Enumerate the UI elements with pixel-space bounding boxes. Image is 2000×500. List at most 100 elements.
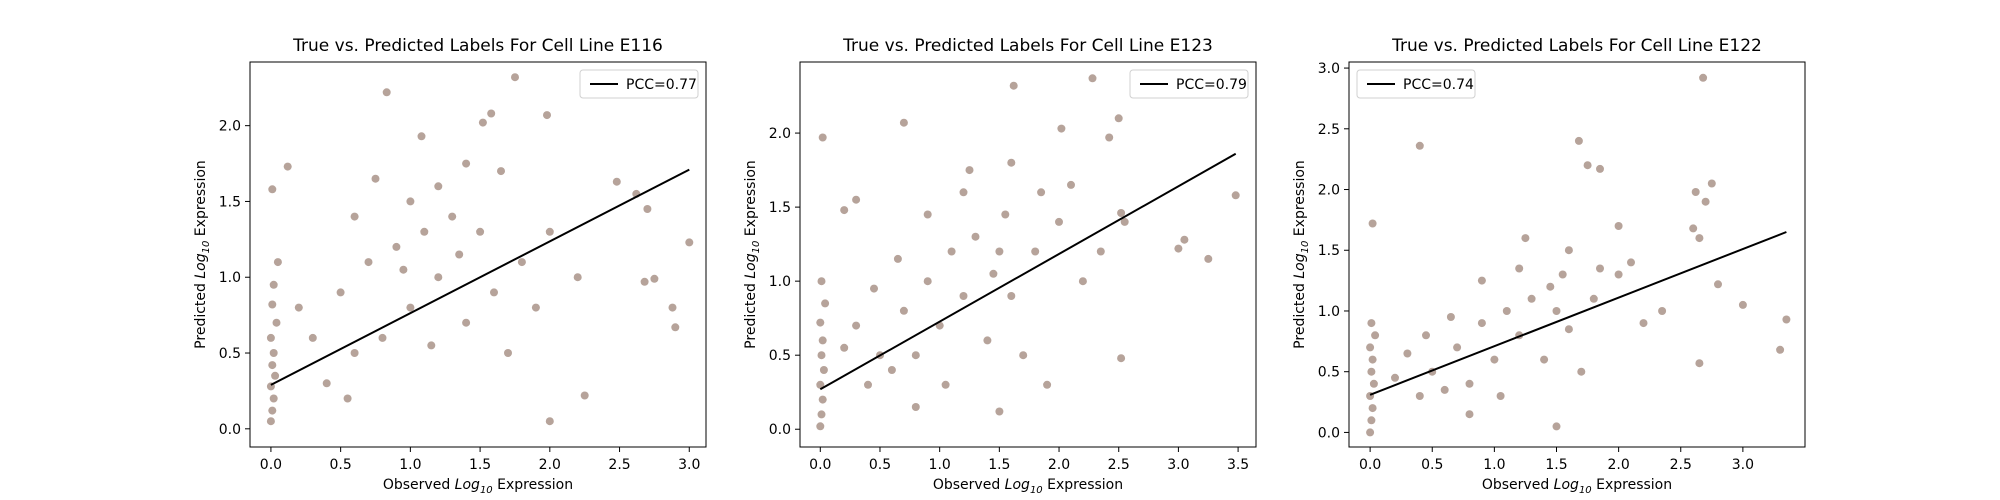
- data-point: [817, 277, 826, 286]
- data-point: [1368, 219, 1377, 228]
- data-point: [1403, 349, 1412, 358]
- data-point: [1546, 282, 1555, 291]
- data-point: [1368, 404, 1377, 413]
- data-point: [852, 195, 861, 204]
- data-point: [1577, 367, 1586, 376]
- y-tick-label: 1.5: [219, 194, 241, 210]
- data-point: [511, 73, 519, 82]
- data-point: [1515, 264, 1524, 273]
- plot-frame: [1348, 61, 1806, 448]
- data-point: [406, 197, 415, 206]
- data-point: [816, 422, 825, 431]
- chart-panel-e123: 0.0 0.5 1.0 1.5 2.0 2.5 3.0 3.5 0.0 0.5 1.0 1.5 2.0 T…: [743, 36, 1257, 496]
- data-point: [1371, 331, 1380, 340]
- y-tick-label: 2.0: [1318, 183, 1340, 199]
- data-point: [1078, 277, 1087, 286]
- data-point: [434, 182, 443, 191]
- data-point: [650, 274, 659, 283]
- data-point: [462, 318, 471, 327]
- data-point: [971, 232, 980, 241]
- x-tick-label: 2.5: [1670, 457, 1692, 473]
- data-point: [1446, 313, 1455, 321]
- data-point: [1552, 307, 1561, 315]
- data-point: [1627, 258, 1635, 267]
- data-point: [1477, 276, 1486, 285]
- data-point: [1465, 379, 1474, 388]
- x-tick-label: 3.0: [1732, 457, 1754, 473]
- x-tick-label: 0.5: [869, 457, 891, 473]
- data-point: [1477, 319, 1486, 328]
- data-point: [1453, 343, 1462, 352]
- data-point: [1614, 270, 1623, 279]
- data-point: [1031, 247, 1040, 256]
- data-points: [1366, 73, 1791, 437]
- data-point: [1009, 81, 1018, 90]
- data-point: [322, 379, 331, 388]
- data-point: [1714, 280, 1722, 289]
- data-point: [1369, 379, 1378, 388]
- x-tick-label: 2.5: [608, 457, 630, 473]
- legend-box: [1356, 69, 1476, 99]
- data-point: [417, 132, 426, 141]
- data-point: [817, 351, 826, 360]
- data-points: [266, 73, 694, 426]
- chart-title: True vs. Predicted Labels For Cell Line …: [842, 36, 1213, 56]
- fit-line: [270, 168, 690, 386]
- x-tick-label: 3.0: [678, 457, 700, 473]
- x-axis-label: Observed Log10 Expression: [1482, 477, 1672, 496]
- data-point: [959, 292, 968, 300]
- data-point: [487, 109, 496, 118]
- data-point: [911, 403, 920, 411]
- data-point: [266, 333, 275, 342]
- data-point: [1558, 270, 1567, 279]
- y-tick-label: 0.5: [219, 346, 241, 362]
- data-point: [612, 177, 621, 186]
- y-tick-label: 0.0: [219, 422, 241, 438]
- data-point: [269, 280, 278, 289]
- x-tick-label: 1.5: [1545, 457, 1567, 473]
- data-point: [448, 212, 457, 221]
- data-point: [983, 336, 992, 345]
- data-point: [399, 265, 408, 274]
- data-point: [923, 210, 932, 219]
- x-tick-label: 0.0: [809, 457, 831, 473]
- x-tick-label: 2.0: [1607, 457, 1629, 473]
- data-point: [1738, 300, 1747, 309]
- data-point: [1105, 133, 1114, 142]
- y-tick-label: 1.5: [769, 200, 791, 216]
- data-point: [1043, 380, 1052, 389]
- data-point: [1367, 367, 1376, 376]
- data-point: [517, 258, 526, 267]
- data-point: [1521, 234, 1530, 243]
- data-point: [1096, 247, 1105, 256]
- data-point: [371, 174, 380, 183]
- y-axis-label: Predicted Log10 Expression: [193, 160, 212, 349]
- x-tick-label: 2.5: [1108, 457, 1130, 473]
- x-tick-label: 0.5: [1421, 457, 1443, 473]
- data-point: [283, 162, 292, 171]
- data-point: [668, 303, 677, 312]
- data-point: [1367, 319, 1376, 328]
- data-point: [272, 318, 281, 327]
- x-tick-label: 3.5: [1227, 457, 1249, 473]
- data-point: [965, 166, 974, 175]
- data-point: [819, 366, 828, 374]
- data-point: [1596, 164, 1604, 173]
- data-point: [476, 227, 485, 236]
- data-point: [899, 306, 908, 315]
- y-tick-label: 0.5: [769, 348, 791, 364]
- data-point: [308, 333, 317, 342]
- data-point: [840, 206, 849, 215]
- data-point: [462, 159, 471, 168]
- data-point: [640, 277, 649, 286]
- plot-frame: [799, 61, 1257, 448]
- data-point: [580, 391, 589, 400]
- data-point: [406, 303, 415, 312]
- data-point: [821, 299, 830, 308]
- data-point: [911, 351, 920, 360]
- legend: PCC=0.74: [1356, 69, 1476, 99]
- fit-line: [1369, 231, 1787, 396]
- data-point: [1502, 307, 1511, 315]
- data-point: [1415, 141, 1424, 150]
